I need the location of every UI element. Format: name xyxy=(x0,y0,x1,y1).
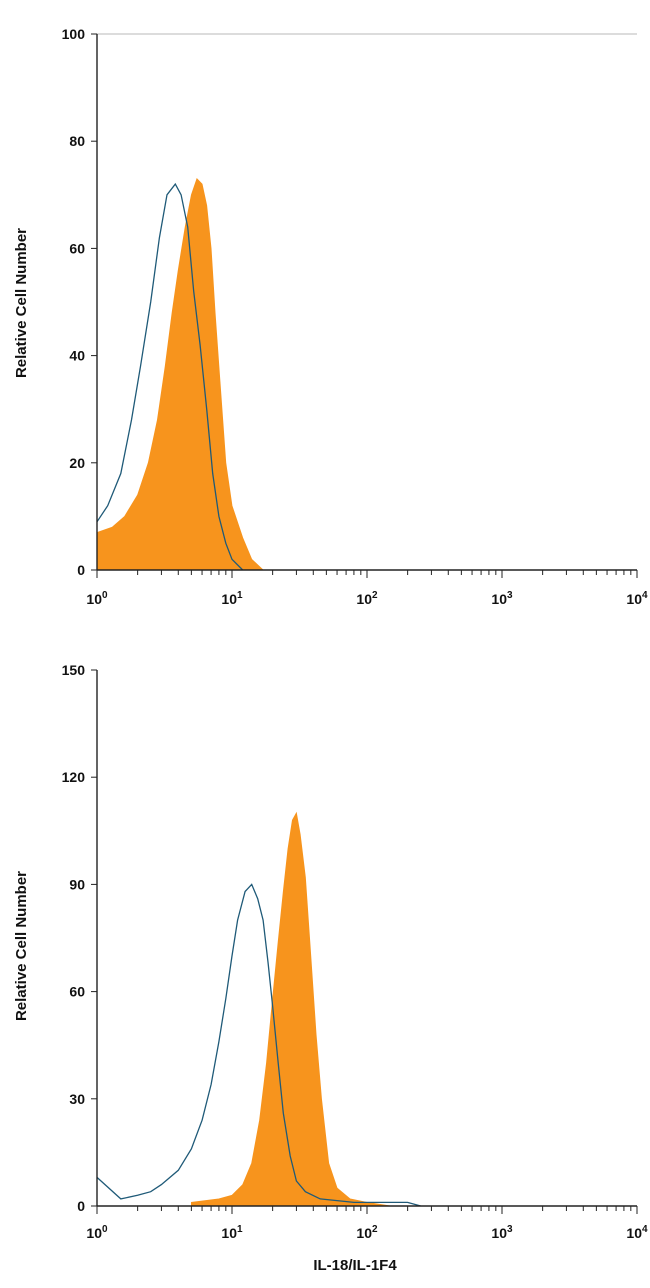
y-tick-label: 80 xyxy=(69,133,85,149)
histogram-top-svg: 0 20 40 60 80 100 100 101 102 103 104 Relative Cell… xyxy=(13,26,648,607)
histogram-top: 0 20 40 60 80 100 100 101 102 103 104 Relative Cell… xyxy=(0,0,650,615)
x-tick-label: 102 xyxy=(356,590,378,607)
y-tick-label: 0 xyxy=(77,1198,85,1214)
y-tick-label: 60 xyxy=(69,984,85,1000)
filled-histogram-series-0 xyxy=(191,811,391,1207)
y-tick-label: 0 xyxy=(77,562,85,578)
x-tick-label: 103 xyxy=(491,590,513,607)
x-tick-label: 104 xyxy=(626,1224,648,1241)
y-tick-label: 90 xyxy=(69,876,85,892)
x-tick-label: 104 xyxy=(626,590,648,607)
y-tick-label: 30 xyxy=(69,1091,85,1107)
y-axis-title: Relative Cell Number xyxy=(13,228,30,378)
y-tick-label: 20 xyxy=(69,455,85,471)
y-tick-label: 120 xyxy=(62,769,86,785)
y-axis-title: Relative Cell Number xyxy=(13,871,30,1021)
x-tick-label: 100 xyxy=(86,1224,108,1241)
x-tick-label: 101 xyxy=(221,1224,243,1241)
x-tick-label: 100 xyxy=(86,590,108,607)
y-tick-label: 60 xyxy=(69,240,85,256)
x-axis-title: IL-18/IL-1F4 xyxy=(313,1257,397,1274)
x-tick-label: 102 xyxy=(356,1224,378,1241)
x-tick-label: 101 xyxy=(221,590,243,607)
y-tick-label: 40 xyxy=(69,348,85,364)
y-tick-label: 150 xyxy=(62,662,86,678)
filled-histogram-series-0 xyxy=(96,177,265,571)
histogram-bottom: 0 30 60 90 120 150 100 101 102 103 104 Relative Cel… xyxy=(0,640,650,1288)
outline-histogram-series-1 xyxy=(96,883,421,1207)
outline-histogram-series-1 xyxy=(96,182,244,571)
y-tick-label: 100 xyxy=(62,26,86,42)
histogram-bottom-svg: 0 30 60 90 120 150 100 101 102 103 104 Relative Cel… xyxy=(13,662,648,1274)
x-tick-label: 103 xyxy=(491,1224,513,1241)
